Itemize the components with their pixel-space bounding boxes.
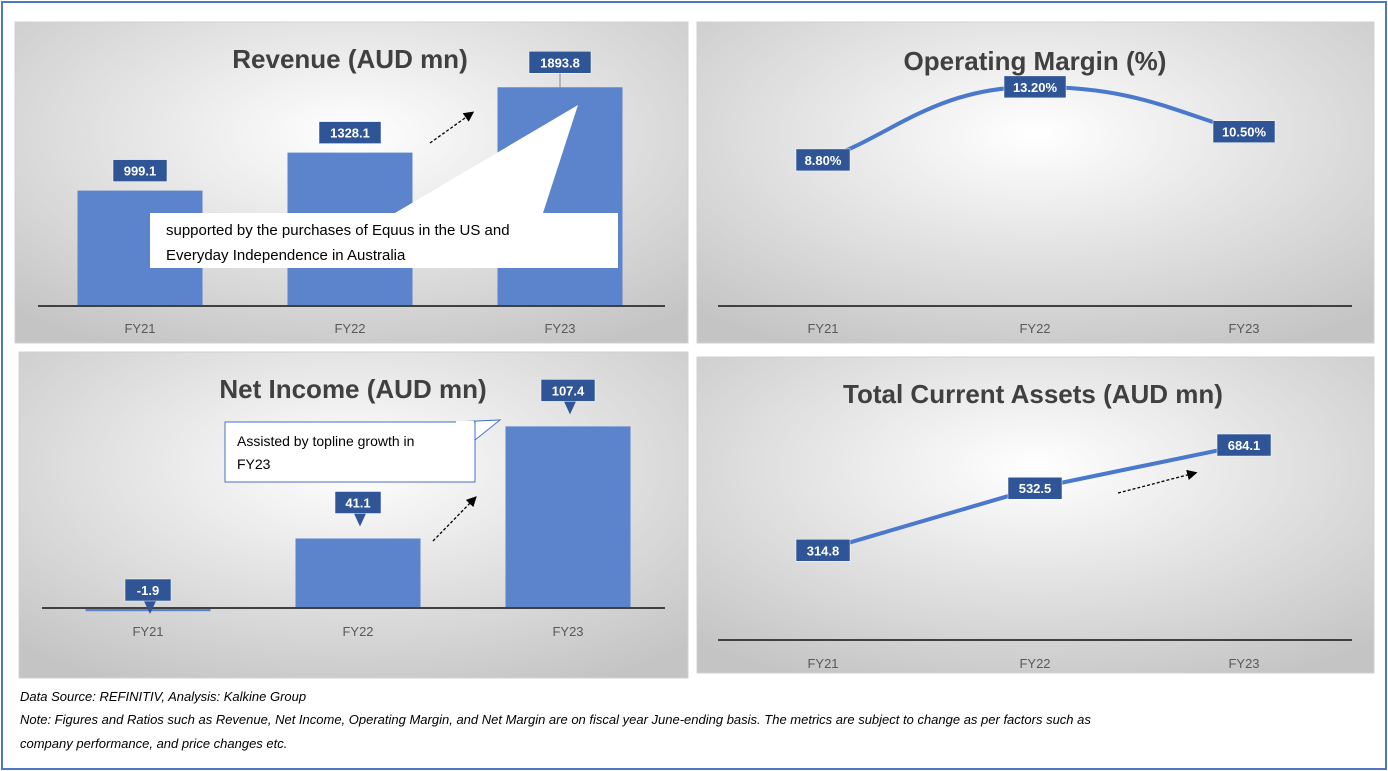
data-label-box	[1212, 120, 1276, 143]
label-pointer	[564, 401, 576, 415]
data-label: 999.1	[124, 164, 157, 179]
x-tick-label: FY22	[342, 624, 373, 639]
callout-pointer	[395, 105, 578, 213]
chart-operating_margin: Operating Margin (%) FY21 FY22 FY23 8.80% 13.…	[696, 21, 1375, 344]
chart-title: Revenue (AUD mn)	[232, 44, 467, 74]
data-label-box	[795, 148, 851, 172]
data-label: 8.80%	[805, 153, 842, 168]
data-label-box	[528, 51, 592, 74]
data-label-box	[334, 491, 382, 514]
data-label-box	[124, 578, 172, 602]
data-label-box	[112, 159, 168, 182]
data-source-note: Data Source: REFINITIV, Analysis: Kalkin…	[20, 689, 307, 704]
chart-net_income: Net Income (AUD mn) FY21 FY22 FY23 -1.9 41.1 1…	[18, 351, 689, 679]
methodology-note: Note: Figures and Ratios such as Revenue…	[20, 712, 1091, 727]
callout-box	[150, 213, 618, 268]
data-label-box	[1216, 433, 1272, 457]
data-label: 314.8	[807, 543, 840, 558]
data-label-box	[318, 121, 382, 144]
callout-text: supported by the purchases of Equus in t…	[166, 222, 510, 239]
callout-text: FY23	[237, 456, 271, 472]
x-tick-label: FY23	[1228, 656, 1259, 671]
data-label: 532.5	[1019, 481, 1052, 496]
x-tick-label: FY22	[334, 321, 365, 336]
x-tick-label: FY22	[1019, 656, 1050, 671]
x-tick-label: FY21	[132, 624, 163, 639]
x-tick-label: FY21	[807, 656, 838, 671]
bar-FY23	[505, 426, 631, 608]
data-label-box	[795, 539, 851, 562]
x-tick-label: FY23	[552, 624, 583, 639]
chart-background	[696, 356, 1375, 674]
callout-box	[224, 421, 476, 483]
data-label-box	[540, 379, 596, 402]
data-label: -1.9	[137, 583, 159, 598]
label-pointer	[144, 601, 156, 614]
x-tick-label: FY23	[1228, 321, 1259, 336]
trend-arrow	[432, 496, 477, 542]
bar-FY22	[295, 538, 421, 608]
data-label-box	[1003, 75, 1067, 99]
label-pointer	[354, 513, 366, 527]
x-tick-label: FY21	[807, 321, 838, 336]
data-label-box	[1007, 476, 1063, 500]
chart-title: Total Current Assets (AUD mn)	[843, 379, 1223, 409]
methodology-note-continued: company performance, and price changes e…	[20, 736, 288, 751]
chart-revenue: Revenue (AUD mn) FY21 FY22 FY23 999.1 1328.1 1…	[14, 21, 689, 344]
data-label: 13.20%	[1013, 80, 1058, 95]
callout-text: Assisted by topline growth in	[237, 433, 414, 449]
trend-arrow	[1117, 469, 1198, 494]
x-tick-label: FY22	[1019, 321, 1050, 336]
chart-background	[696, 21, 1375, 344]
data-label: 10.50%	[1222, 125, 1267, 140]
data-label: 1893.8	[540, 55, 580, 70]
data-label: 107.4	[552, 383, 585, 398]
trend-arrow	[429, 111, 475, 144]
data-label: 1328.1	[330, 126, 370, 141]
data-label: 41.1	[345, 496, 370, 511]
chart-total_current_assets: Total Current Assets (AUD mn) FY21 FY22 FY2…	[696, 356, 1375, 674]
callout-text: Everyday Independence in Australia	[166, 247, 406, 264]
data-label: 684.1	[1228, 438, 1261, 453]
x-tick-label: FY23	[544, 321, 575, 336]
chart-title: Operating Margin (%)	[904, 46, 1167, 76]
x-tick-label: FY21	[124, 321, 155, 336]
chart-title: Net Income (AUD mn)	[219, 374, 486, 404]
